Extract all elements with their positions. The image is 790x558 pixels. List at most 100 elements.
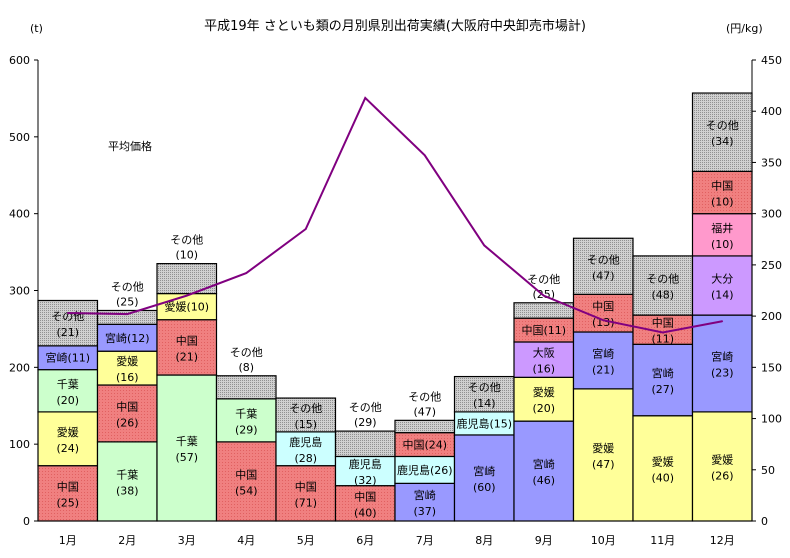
segment-value-label: (26): [116, 416, 139, 429]
segment-label: 鹿児島: [349, 457, 382, 471]
bar-segment: [156, 292, 218, 321]
segment-value-label: (60): [473, 481, 496, 494]
y-tick-label: 400: [9, 208, 30, 221]
y2-tick-label: 450: [761, 54, 782, 67]
segment-value-label: (29): [235, 423, 258, 436]
x-tick-label: 5月: [297, 534, 315, 547]
segment-label: 愛媛: [652, 454, 674, 468]
segment-label: 宮崎: [533, 457, 555, 471]
segment-label: その他: [289, 402, 322, 415]
y2-tick-label: 50: [761, 464, 775, 477]
segment-value-label: (21): [592, 363, 615, 376]
price-point: [245, 272, 248, 274]
segment-value-label: (25): [116, 295, 139, 308]
segment-label: 中国: [592, 300, 614, 313]
bar-segment: [96, 323, 158, 352]
segment-label: 中国: [235, 468, 257, 481]
segment-label: 宮崎(12): [105, 331, 150, 345]
segment-label: 宮崎: [652, 366, 674, 380]
segment-value-label: (24): [56, 442, 79, 455]
bar-segment: [513, 341, 575, 378]
segment-value-label: (21): [56, 326, 79, 339]
segment-label: その他: [170, 234, 203, 247]
segment-label: 鹿児島(15): [456, 416, 512, 430]
x-tick-label: 1月: [59, 534, 77, 547]
segment-label: 宮崎: [414, 488, 436, 502]
segment-label: 愛媛: [711, 452, 733, 466]
price-point: [661, 331, 664, 334]
segment-value-label: (26): [711, 469, 734, 482]
segment-value-label: (14): [711, 289, 734, 302]
x-tick-label: 2月: [118, 534, 136, 547]
bar-segment: [572, 237, 634, 295]
segment-value-label: (71): [294, 496, 317, 509]
segment-value-label: (25): [56, 496, 79, 509]
bar-segment: [96, 384, 158, 443]
segment-value-label: (8): [238, 361, 254, 374]
segment-value-label: (15): [294, 418, 317, 431]
segment-label: 愛媛: [533, 385, 555, 399]
segment-label: 千葉: [176, 434, 198, 448]
price-point: [364, 97, 367, 99]
bar-segment: [691, 255, 753, 316]
segment-label: 中国: [116, 400, 138, 413]
segment-value-label: (20): [532, 402, 555, 415]
segment-label: その他: [230, 346, 263, 359]
segment-label: 宮崎: [711, 349, 733, 363]
bar-segment: [572, 331, 634, 390]
y2-axis-label: (円/kg): [726, 22, 763, 35]
bar-segment: [215, 375, 277, 400]
segment-value-label: (47): [592, 269, 615, 282]
segment-label: 愛媛: [57, 425, 79, 439]
price-point: [721, 320, 724, 323]
segment-value-label: (40): [651, 471, 674, 484]
bars-layer: 中国(25)愛媛(24)千葉(20)宮崎(11)その他(21)千葉(38)中国(…: [37, 92, 753, 522]
segment-value-label: (29): [354, 416, 377, 429]
y2-tick-label: 400: [761, 105, 782, 118]
y2-tick-label: 250: [761, 259, 782, 272]
bar-segment: [453, 375, 515, 413]
segment-label: 中国: [711, 180, 733, 193]
bar-segment: [513, 376, 575, 422]
segment-value-label: (48): [651, 289, 674, 302]
bar-segment: [394, 482, 456, 522]
segment-label: 鹿児島: [289, 435, 322, 449]
segment-label: 中国: [295, 480, 317, 493]
price-point: [542, 294, 545, 297]
segment-label: 千葉: [235, 406, 257, 420]
segment-label: その他: [51, 310, 84, 323]
price-point: [304, 228, 307, 230]
chart-title: 平成19年 さといも類の月別県別出荷実績(大阪府中央卸売市場計): [204, 18, 586, 34]
price-point: [423, 154, 426, 157]
segment-value-label: (13): [592, 316, 615, 329]
segment-label: 愛媛: [116, 354, 138, 368]
segment-value-label: (46): [532, 474, 555, 487]
segment-label: 宮崎(11): [45, 351, 90, 365]
segment-value-label: (16): [116, 371, 139, 384]
segment-value-label: (47): [592, 458, 615, 471]
x-tick-label: 6月: [356, 534, 374, 547]
segment-label: 中国(11): [521, 324, 566, 337]
segment-label: その他: [408, 390, 441, 403]
bar-segment: [37, 411, 99, 467]
segment-value-label: (47): [413, 405, 436, 418]
segment-label: 愛媛(10): [164, 300, 209, 314]
axes-layer: 0 100 200 300 400 500 600 0 50 100 150 200 250 300 350…: [9, 54, 782, 547]
bar-segment: [334, 485, 396, 522]
y-tick-label: 300: [9, 285, 30, 298]
price-point: [602, 319, 605, 322]
segment-label: 中国: [57, 480, 79, 493]
price-line-layer: [66, 96, 724, 334]
y2-tick-label: 100: [761, 413, 782, 426]
bar-segment: [275, 431, 337, 467]
segment-label: その他: [349, 401, 382, 414]
price-point: [66, 312, 69, 314]
x-tick-label: 10月: [591, 534, 616, 547]
price-point: [185, 294, 188, 297]
segment-label: その他: [706, 119, 739, 132]
segment-value-label: (23): [711, 366, 734, 379]
y-axis-label: (t): [30, 22, 43, 35]
y2-tick-label: 0: [761, 515, 768, 528]
x-tick-label: 9月: [535, 534, 553, 547]
y-tick-label: 600: [9, 54, 30, 67]
